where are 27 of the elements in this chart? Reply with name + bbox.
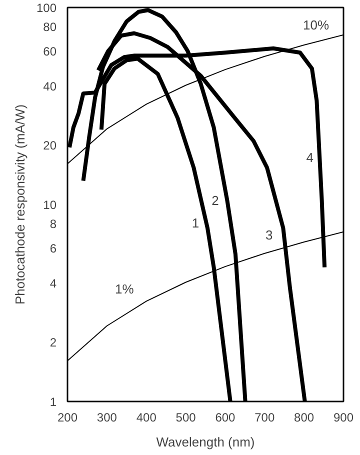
x-tick-label: 400 bbox=[136, 410, 157, 424]
y-tick-label: 6 bbox=[50, 242, 57, 256]
y-tick-label: 40 bbox=[43, 79, 57, 94]
x-tick-label: 800 bbox=[294, 410, 314, 424]
series-label: 2 bbox=[212, 192, 219, 208]
x-tick-label: 500 bbox=[176, 410, 196, 424]
y-tick-label: 8 bbox=[50, 217, 57, 232]
series-label: 1% bbox=[114, 282, 134, 297]
series-label: 1 bbox=[192, 215, 200, 230]
series-label: 4 bbox=[306, 150, 314, 165]
x-tick-label: 600 bbox=[215, 410, 236, 424]
y-tick-label: 1 bbox=[50, 395, 57, 409]
y-axis-title: Photocathode responsivity (mA/W) bbox=[12, 104, 28, 305]
y-tick-label: 60 bbox=[43, 44, 57, 59]
x-axis-title: Wavelength (nm) bbox=[156, 434, 255, 450]
x-tick-label: 700 bbox=[254, 410, 275, 424]
y-tick-label: 10 bbox=[43, 198, 57, 212]
y-tick-label: 4 bbox=[50, 276, 57, 290]
y-tick-label: 2 bbox=[50, 336, 57, 350]
y-tick-label: 100 bbox=[36, 1, 57, 15]
x-tick-label: 200 bbox=[57, 410, 78, 424]
series-label: 10% bbox=[303, 18, 330, 33]
x-tick-label: 300 bbox=[96, 410, 118, 424]
series-label: 3 bbox=[266, 227, 273, 242]
y-tick-label: 20 bbox=[43, 138, 57, 153]
y-tick-label: 80 bbox=[43, 20, 57, 34]
x-tick-label: 900 bbox=[333, 410, 354, 424]
